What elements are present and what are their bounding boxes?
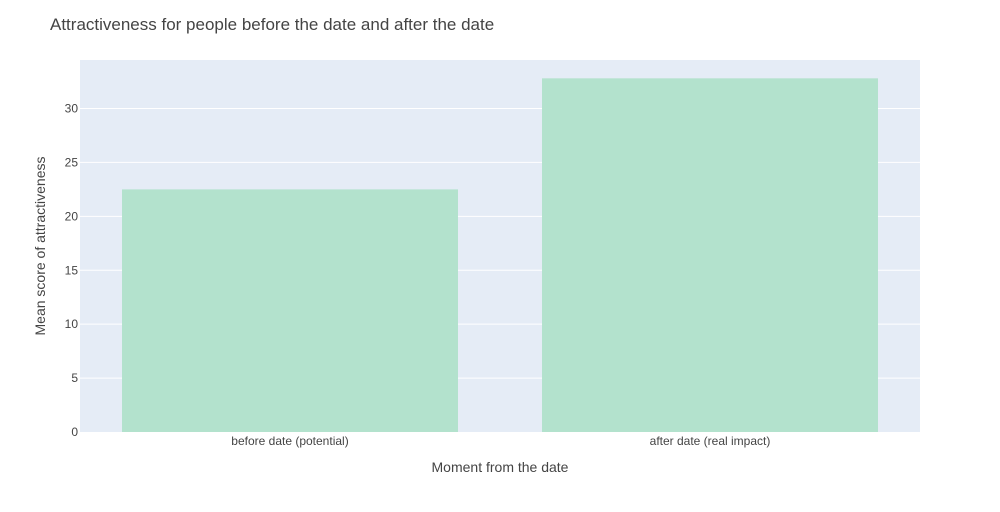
- y-tick-label: 5: [71, 371, 78, 385]
- y-tick-label: 25: [65, 155, 79, 169]
- chart-title: Attractiveness for people before the dat…: [50, 15, 494, 34]
- x-axis-title: Moment from the date: [432, 459, 569, 475]
- y-axis-title: Mean score of attractiveness: [32, 157, 48, 336]
- bars: [122, 78, 878, 432]
- y-tick-label: 20: [65, 209, 79, 223]
- y-tick-label: 0: [71, 425, 78, 439]
- y-tick-label: 30: [65, 102, 79, 116]
- x-tick-label: after date (real impact): [650, 434, 771, 448]
- bar: [542, 78, 878, 432]
- y-tick-labels: 0 5 10 15 20 25 30: [65, 102, 79, 439]
- y-tick-label: 10: [65, 317, 79, 331]
- bar: [122, 189, 458, 432]
- x-tick-labels: before date (potential) after date (real …: [231, 434, 770, 448]
- x-tick-label: before date (potential): [231, 434, 348, 448]
- y-tick-label: 15: [65, 263, 79, 277]
